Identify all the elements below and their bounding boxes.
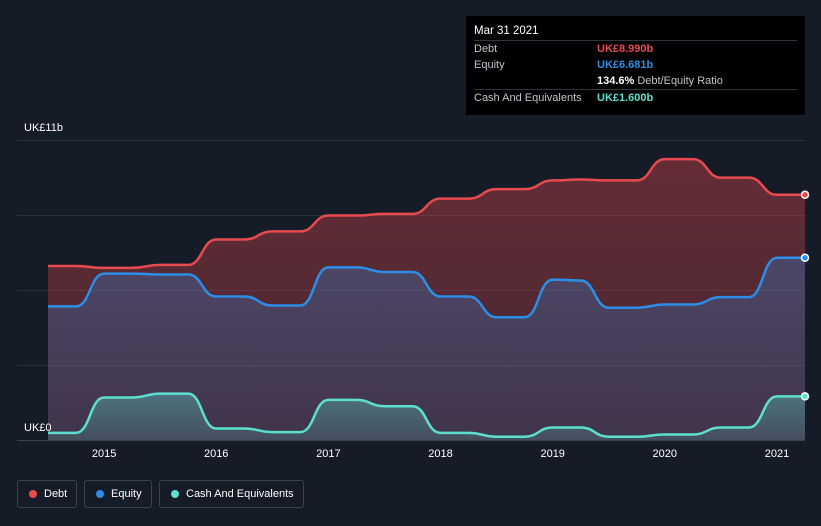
legend-cash[interactable]: Cash And Equivalents bbox=[159, 480, 304, 508]
x-tick-label: 2016 bbox=[204, 448, 228, 460]
series-areas bbox=[48, 159, 805, 440]
series-lines bbox=[47, 157, 805, 438]
tooltip-debt-label: Debt bbox=[474, 43, 498, 55]
legend-equity-dot-icon bbox=[96, 490, 104, 498]
debt-line bbox=[48, 157, 805, 270]
legend-debt-dot-icon bbox=[29, 490, 37, 498]
legend-debt-label: Debt bbox=[44, 488, 68, 500]
y-axis-max-label: UK£11b bbox=[24, 122, 63, 134]
tooltip-equity-value: UK£6.681b bbox=[597, 59, 654, 71]
tooltip-ratio: 134.6% Debt/Equity Ratio bbox=[597, 73, 723, 89]
tooltip-debt-value: UK£8.990b bbox=[597, 43, 654, 55]
x-tick-label: 2017 bbox=[316, 448, 340, 460]
tooltip-ratio-value: 134.6% bbox=[597, 75, 635, 87]
tooltip-cash-value: UK£1.600b bbox=[597, 92, 654, 104]
legend-cash-dot-icon bbox=[171, 490, 179, 498]
x-tick-label: 2020 bbox=[653, 448, 677, 460]
tooltip-debt-row: Debt UK£8.990b bbox=[474, 41, 797, 57]
tooltip-equity-row: Equity UK£6.681b bbox=[474, 57, 797, 73]
x-tick-label: 2015 bbox=[92, 448, 116, 460]
equity-line bbox=[47, 256, 805, 319]
tooltip-cash-row: Cash And Equivalents UK£1.600b bbox=[474, 90, 797, 106]
legend-debt[interactable]: Debt bbox=[17, 480, 77, 508]
series-end-points bbox=[800, 190, 810, 401]
tooltip-date: Mar 31 2021 bbox=[474, 22, 797, 41]
x-axis: 2015 2016 2017 2018 2019 2020 2021 bbox=[17, 440, 805, 460]
tooltip-equity-label: Equity bbox=[474, 59, 505, 71]
data-tooltip: Mar 31 2021 Debt UK£8.990b Equity UK£6.6… bbox=[466, 16, 805, 115]
x-tick-label: 2019 bbox=[540, 448, 564, 460]
equity-area bbox=[48, 257, 805, 440]
legend-equity[interactable]: Equity bbox=[84, 480, 152, 508]
tooltip-ratio-label: Debt/Equity Ratio bbox=[637, 75, 723, 87]
x-tick-label: 2018 bbox=[428, 448, 452, 460]
debt-end-point bbox=[800, 190, 810, 200]
legend-equity-label: Equity bbox=[111, 488, 142, 500]
x-tick-label: 2021 bbox=[765, 448, 789, 460]
cash-line bbox=[47, 392, 805, 438]
equity-end-point bbox=[800, 253, 810, 263]
tooltip-ratio-row: 134.6% Debt/Equity Ratio bbox=[474, 73, 797, 90]
legend-cash-label: Cash And Equivalents bbox=[186, 488, 294, 500]
cash-end-point bbox=[800, 392, 810, 401]
tooltip-cash-label: Cash And Equivalents bbox=[474, 92, 582, 104]
y-axis-min-label: UK£0 bbox=[24, 422, 52, 434]
